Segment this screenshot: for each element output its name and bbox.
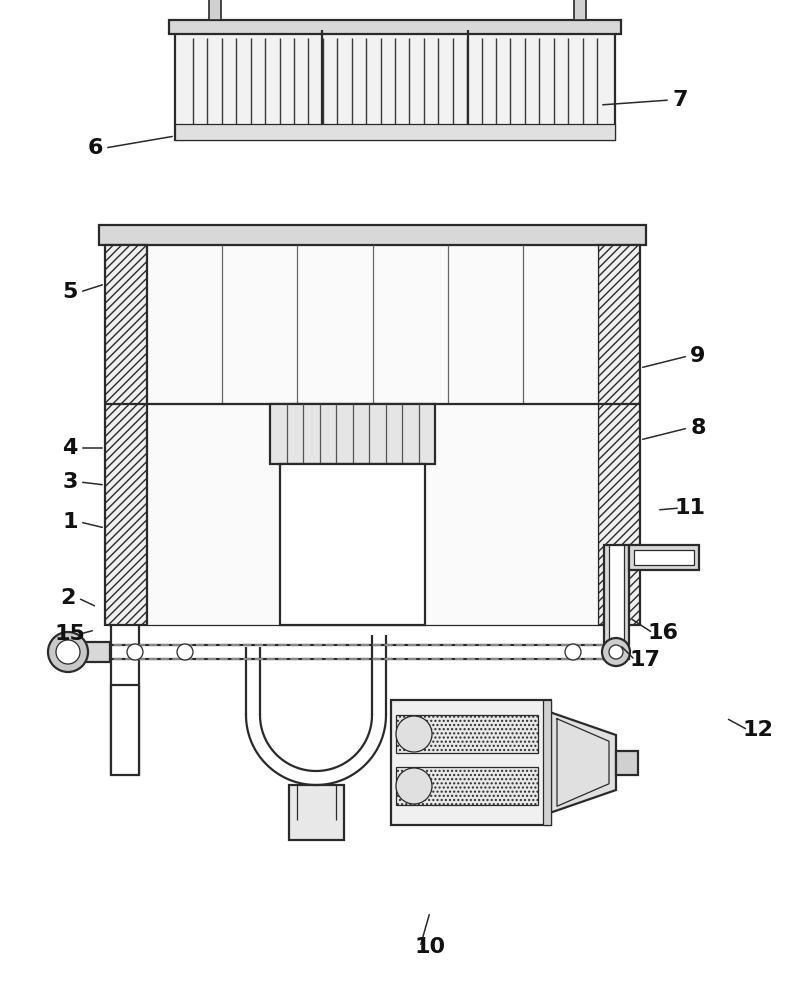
- Bar: [147, 245, 598, 404]
- Text: 17: 17: [630, 650, 661, 670]
- Bar: [169, 20, 621, 34]
- Bar: [396, 767, 538, 805]
- Bar: [629, 545, 699, 570]
- Bar: [147, 404, 598, 625]
- Text: 7: 7: [673, 90, 688, 110]
- Text: 16: 16: [647, 623, 678, 643]
- Bar: [209, 0, 221, 20]
- Bar: [175, 124, 615, 140]
- Bar: [280, 464, 425, 625]
- Bar: [634, 550, 694, 565]
- Circle shape: [565, 644, 581, 660]
- Circle shape: [56, 640, 80, 664]
- Bar: [105, 245, 147, 625]
- Bar: [604, 545, 629, 659]
- Text: 12: 12: [743, 720, 774, 740]
- Text: 1: 1: [62, 512, 78, 532]
- Text: 9: 9: [690, 346, 706, 366]
- Circle shape: [609, 645, 623, 659]
- Text: 15: 15: [55, 624, 85, 644]
- Circle shape: [177, 644, 193, 660]
- Circle shape: [602, 638, 630, 666]
- Bar: [99, 225, 646, 245]
- Text: 4: 4: [62, 438, 78, 458]
- Bar: [396, 715, 538, 753]
- Text: 3: 3: [62, 472, 78, 492]
- Bar: [270, 404, 435, 464]
- Circle shape: [127, 644, 143, 660]
- Bar: [574, 0, 586, 20]
- Bar: [111, 685, 139, 775]
- Text: 5: 5: [62, 282, 78, 302]
- Text: 8: 8: [690, 418, 706, 438]
- Bar: [616, 750, 638, 774]
- Text: 11: 11: [674, 498, 705, 518]
- Text: 6: 6: [87, 138, 103, 158]
- Bar: [70, 642, 110, 662]
- Circle shape: [48, 632, 88, 672]
- Bar: [175, 30, 615, 140]
- Circle shape: [396, 768, 432, 804]
- Bar: [543, 700, 551, 825]
- Bar: [391, 700, 551, 825]
- Bar: [598, 245, 640, 625]
- Polygon shape: [551, 712, 616, 812]
- Circle shape: [396, 716, 432, 752]
- Bar: [609, 545, 624, 659]
- Text: 10: 10: [414, 937, 445, 957]
- Bar: [289, 785, 344, 840]
- Text: 2: 2: [60, 588, 76, 608]
